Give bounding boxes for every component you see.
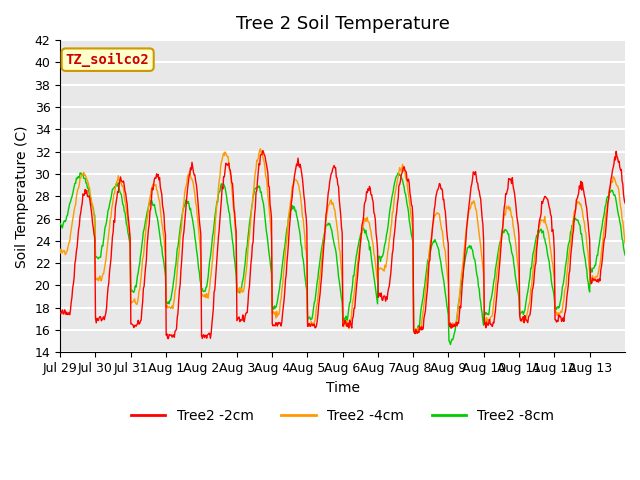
Tree2 -4cm bbox=[413, 331, 420, 336]
Line: Tree2 -8cm: Tree2 -8cm bbox=[60, 173, 625, 345]
Tree2 -8cm bbox=[276, 285, 284, 291]
Tree2 -8cm bbox=[227, 219, 234, 225]
Line: Tree2 -2cm: Tree2 -2cm bbox=[60, 151, 625, 338]
Tree2 -8cm bbox=[433, 243, 441, 249]
Tree2 -2cm bbox=[259, 148, 266, 154]
Tree2 -4cm bbox=[434, 211, 442, 216]
Tree2 -4cm bbox=[56, 250, 64, 256]
Tree2 -4cm bbox=[276, 299, 284, 305]
Tree2 -2cm bbox=[403, 169, 410, 175]
Tree2 -2cm bbox=[164, 336, 172, 341]
Tree2 -8cm bbox=[402, 191, 410, 197]
Tree2 -4cm bbox=[227, 171, 234, 177]
Tree2 -8cm bbox=[447, 342, 454, 348]
Tree2 -8cm bbox=[621, 252, 629, 258]
Tree2 -8cm bbox=[394, 170, 402, 176]
Tree2 -2cm bbox=[227, 173, 235, 179]
Tree2 -2cm bbox=[56, 310, 64, 315]
Tree2 -2cm bbox=[123, 197, 131, 203]
Line: Tree2 -4cm: Tree2 -4cm bbox=[60, 149, 625, 334]
Tree2 -4cm bbox=[621, 240, 629, 246]
Y-axis label: Soil Temperature (C): Soil Temperature (C) bbox=[15, 125, 29, 267]
Tree2 -8cm bbox=[56, 221, 64, 227]
Text: TZ_soilco2: TZ_soilco2 bbox=[66, 53, 150, 67]
Tree2 -8cm bbox=[255, 185, 262, 191]
Tree2 -8cm bbox=[123, 221, 131, 227]
Tree2 -4cm bbox=[402, 175, 410, 180]
Tree2 -2cm bbox=[434, 187, 442, 192]
Tree2 -4cm bbox=[255, 155, 262, 161]
Tree2 -4cm bbox=[257, 146, 264, 152]
Tree2 -4cm bbox=[123, 208, 131, 214]
Tree2 -2cm bbox=[277, 323, 285, 329]
Tree2 -2cm bbox=[255, 161, 263, 167]
Legend: Tree2 -2cm, Tree2 -4cm, Tree2 -8cm: Tree2 -2cm, Tree2 -4cm, Tree2 -8cm bbox=[125, 403, 560, 428]
X-axis label: Time: Time bbox=[326, 381, 360, 395]
Tree2 -2cm bbox=[621, 200, 629, 206]
Title: Tree 2 Soil Temperature: Tree 2 Soil Temperature bbox=[236, 15, 449, 33]
